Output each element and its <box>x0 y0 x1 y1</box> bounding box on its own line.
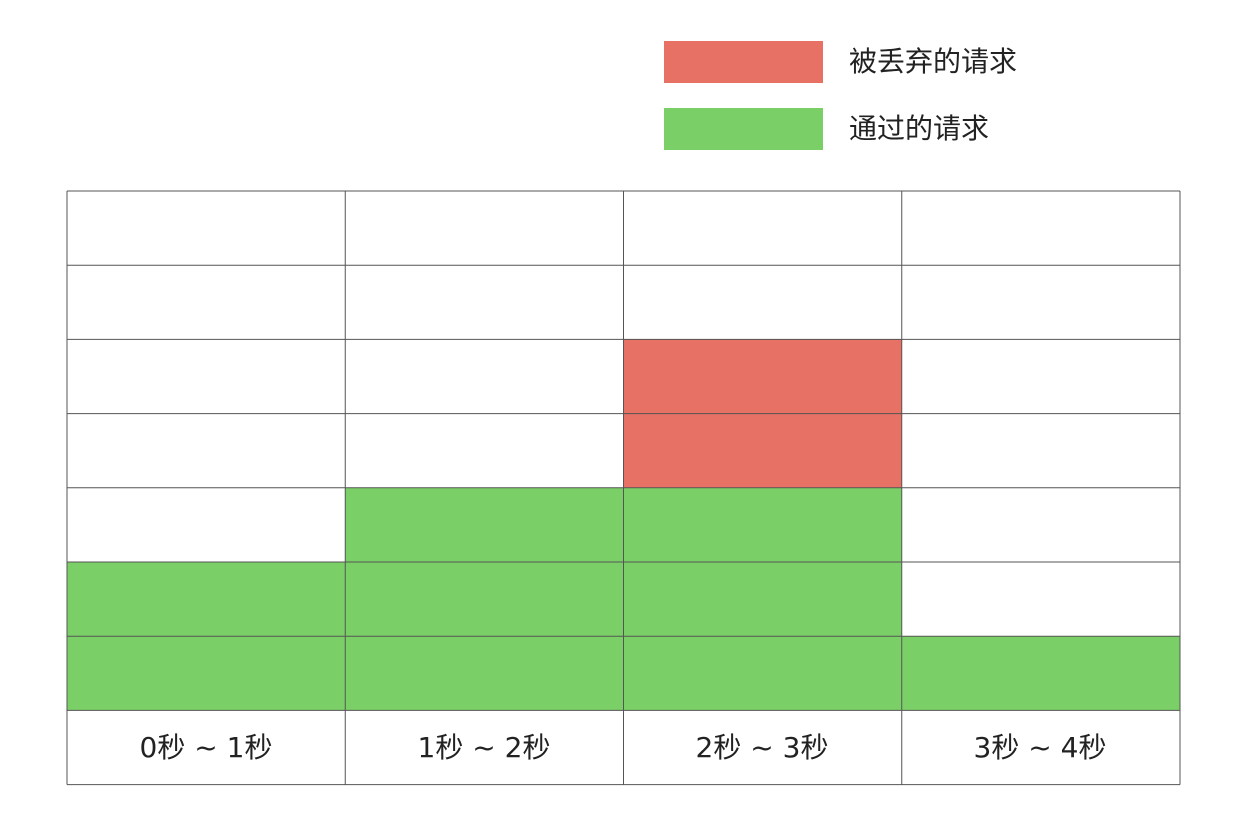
legend-swatch-dropped <box>664 41 823 83</box>
passed-request-cell <box>67 562 346 637</box>
time-window-label: 2秒 ~ 3秒 <box>695 731 829 764</box>
passed-request-cell <box>345 636 624 711</box>
passed-request-cell <box>67 636 346 711</box>
passed-request-cell <box>623 562 902 637</box>
passed-request-cell <box>345 487 624 562</box>
passed-request-cell <box>623 487 902 562</box>
legend-swatch-passed <box>664 108 823 150</box>
time-window-label: 0秒 ~ 1秒 <box>139 731 273 764</box>
passed-request-cell <box>345 562 624 637</box>
time-window-label: 3秒 ~ 4秒 <box>973 731 1107 764</box>
dropped-request-cell <box>623 413 902 488</box>
legend-label-dropped: 被丢弃的请求 <box>849 45 1018 78</box>
time-window-label: 1秒 ~ 2秒 <box>417 731 551 764</box>
dropped-request-cell <box>623 339 902 414</box>
passed-request-cell <box>623 636 902 711</box>
passed-request-cell <box>901 636 1180 711</box>
time-window-labels: 0秒 ~ 1秒 1秒 ~ 2秒 2秒 ~ 3秒 3秒 ~ 4秒 <box>67 711 1180 785</box>
legend-label-passed: 通过的请求 <box>849 112 990 145</box>
